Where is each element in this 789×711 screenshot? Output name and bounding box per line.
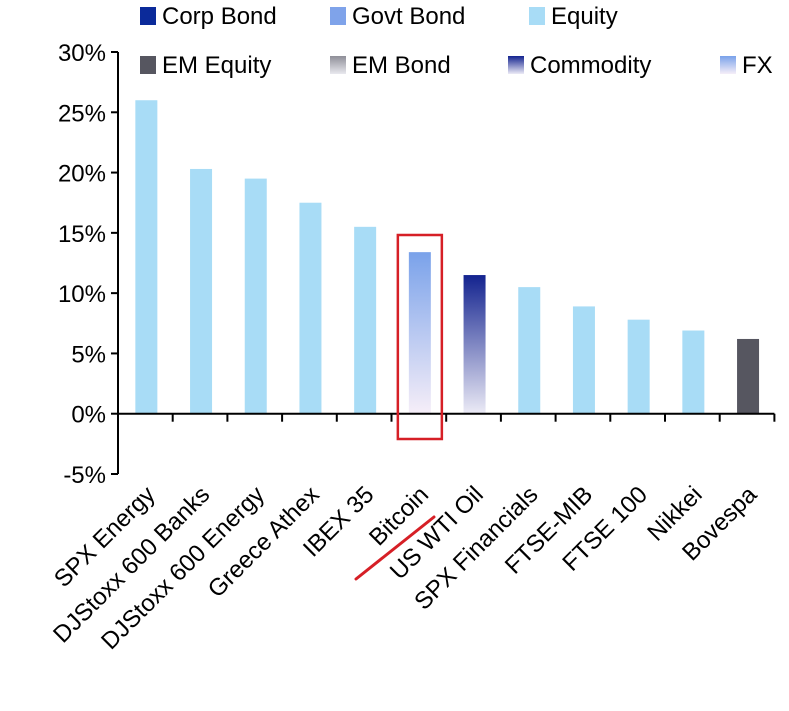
highlight-underline-bitcoin xyxy=(354,515,436,581)
legend-label-commodity: Commodity xyxy=(530,52,651,79)
legend-item-commodity: Commodity xyxy=(508,52,651,79)
bar-ftse-100 xyxy=(627,319,650,414)
bar-ibex-35 xyxy=(354,226,377,414)
bars xyxy=(135,100,760,414)
legend-swatch-fx xyxy=(720,56,736,74)
y-tick-label: 15% xyxy=(58,221,106,248)
legend-swatch-govt-bond xyxy=(330,7,346,25)
legend-item-fx: FX xyxy=(720,52,773,79)
highlight xyxy=(354,233,444,581)
bar-greece-athex xyxy=(299,202,322,414)
y-axis: 30% 25% 20% 15% 10% 5% 0% -5% xyxy=(58,40,119,489)
bar-bitcoin xyxy=(408,252,431,414)
legend-item-em-bond: EM Bond xyxy=(330,52,451,79)
legend-item-govt-bond: Govt Bond xyxy=(330,3,465,30)
bar-ftse-mib xyxy=(572,306,595,414)
bar-djstoxx-600-banks xyxy=(190,168,213,414)
legend-label-em-equity: EM Equity xyxy=(162,52,271,79)
legend-label-fx: FX xyxy=(742,52,773,79)
legend-swatch-equity xyxy=(529,7,545,25)
bar-bovespa xyxy=(737,338,760,414)
legend-label-govt-bond: Govt Bond xyxy=(352,3,465,30)
legend-item-em-equity: EM Equity xyxy=(140,52,271,79)
bar-djstoxx-600-energy xyxy=(244,178,267,414)
legend-swatch-commodity xyxy=(508,56,524,74)
bar-spx-energy xyxy=(135,100,158,414)
y-tick-label: -5% xyxy=(63,462,106,489)
legend-swatch-em-bond xyxy=(330,56,346,74)
legend-label-corp-bond: Corp Bond xyxy=(162,3,277,30)
bar-us-wti-oil xyxy=(463,275,486,414)
legend-label-em-bond: EM Bond xyxy=(352,52,451,79)
legend-item-corp-bond: Corp Bond xyxy=(140,3,277,30)
y-tick-label: 10% xyxy=(58,281,106,308)
legend-swatch-corp-bond xyxy=(140,7,156,25)
bar-nikkei xyxy=(682,330,705,414)
legend-swatch-em-equity xyxy=(140,56,156,74)
y-tick-label: 0% xyxy=(71,402,106,429)
legend-label-equity: Equity xyxy=(551,3,618,30)
legend: Corp Bond Govt Bond Equity EM Equity EM Bond… xyxy=(140,3,773,79)
y-tick-label: 20% xyxy=(58,161,106,188)
highlight-box-bitcoin xyxy=(396,233,444,441)
y-tick-label: 30% xyxy=(58,40,106,67)
y-tick-label: 25% xyxy=(58,100,106,127)
legend-item-equity: Equity xyxy=(529,3,618,30)
y-tick-label: 5% xyxy=(71,341,106,368)
bar-spx-financials xyxy=(518,287,541,414)
